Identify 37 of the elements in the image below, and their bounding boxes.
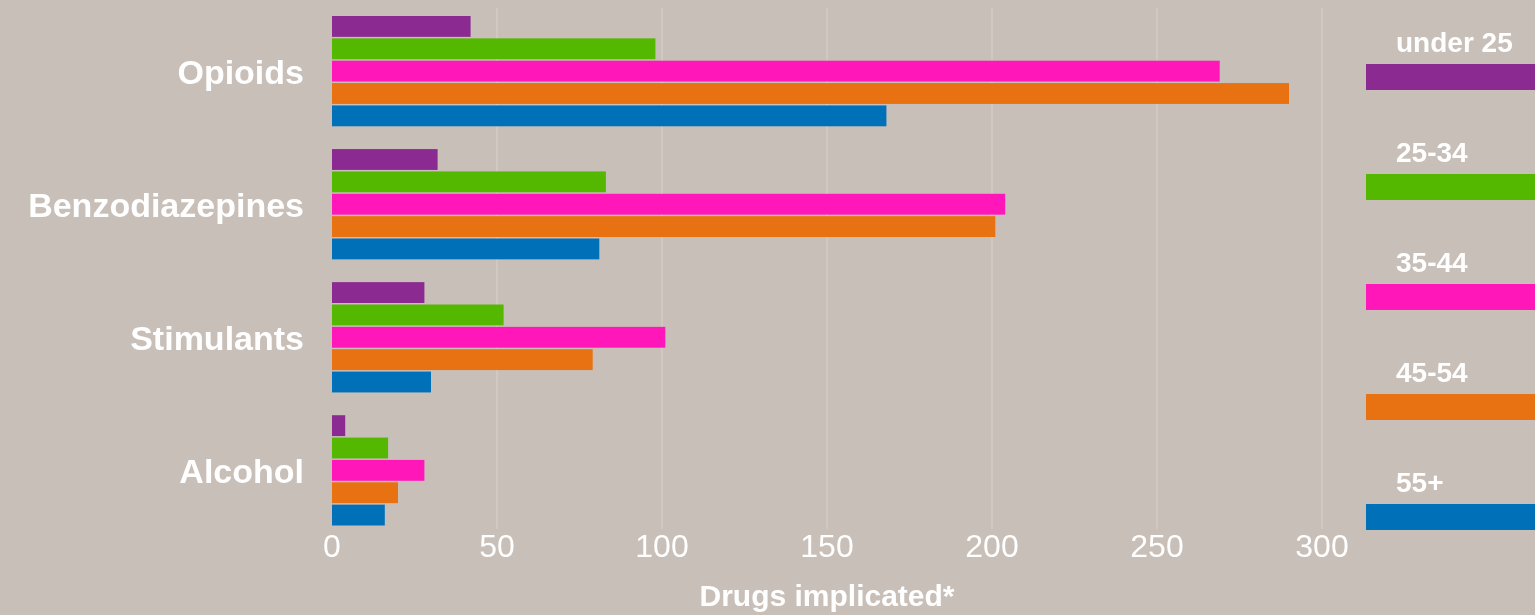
y-tick-label: Stimulants [130, 319, 304, 358]
bar [332, 216, 996, 237]
bar [332, 371, 431, 393]
bar [332, 504, 385, 526]
bar [332, 238, 600, 260]
bar [332, 83, 1289, 104]
bar [332, 149, 438, 170]
bar [332, 304, 504, 326]
x-tick-label: 150 [800, 528, 854, 564]
x-axis-title: Drugs implicated* [699, 579, 955, 612]
x-tick-label: 300 [1295, 528, 1349, 564]
bar [332, 437, 389, 459]
x-tick-label: 50 [479, 528, 515, 564]
text: 25-34 [1396, 137, 1469, 168]
bar [332, 349, 593, 371]
text: 55+ [1396, 467, 1444, 498]
x-tick-label: 250 [1130, 528, 1184, 564]
x-tick-label: 0 [323, 528, 341, 564]
text: 35-44 [1396, 247, 1469, 278]
text: under 25 [1396, 27, 1513, 58]
bar [332, 105, 887, 127]
x-tick-label: 200 [965, 528, 1019, 564]
bar [332, 38, 656, 60]
text: 45-54 [1396, 357, 1469, 388]
bar [332, 60, 1220, 82]
bar [332, 16, 471, 37]
bar [332, 459, 425, 481]
y-tick-label: Benzodiazepines [28, 185, 304, 224]
bar [332, 415, 346, 437]
x-tick-label: 100 [635, 528, 689, 564]
bar [332, 482, 398, 504]
bar [332, 326, 666, 348]
bar [332, 171, 606, 193]
y-tick-label: Alcohol [179, 452, 304, 491]
bar [332, 193, 1006, 215]
bar [332, 282, 425, 303]
y-tick-label: Opioids [177, 52, 304, 91]
